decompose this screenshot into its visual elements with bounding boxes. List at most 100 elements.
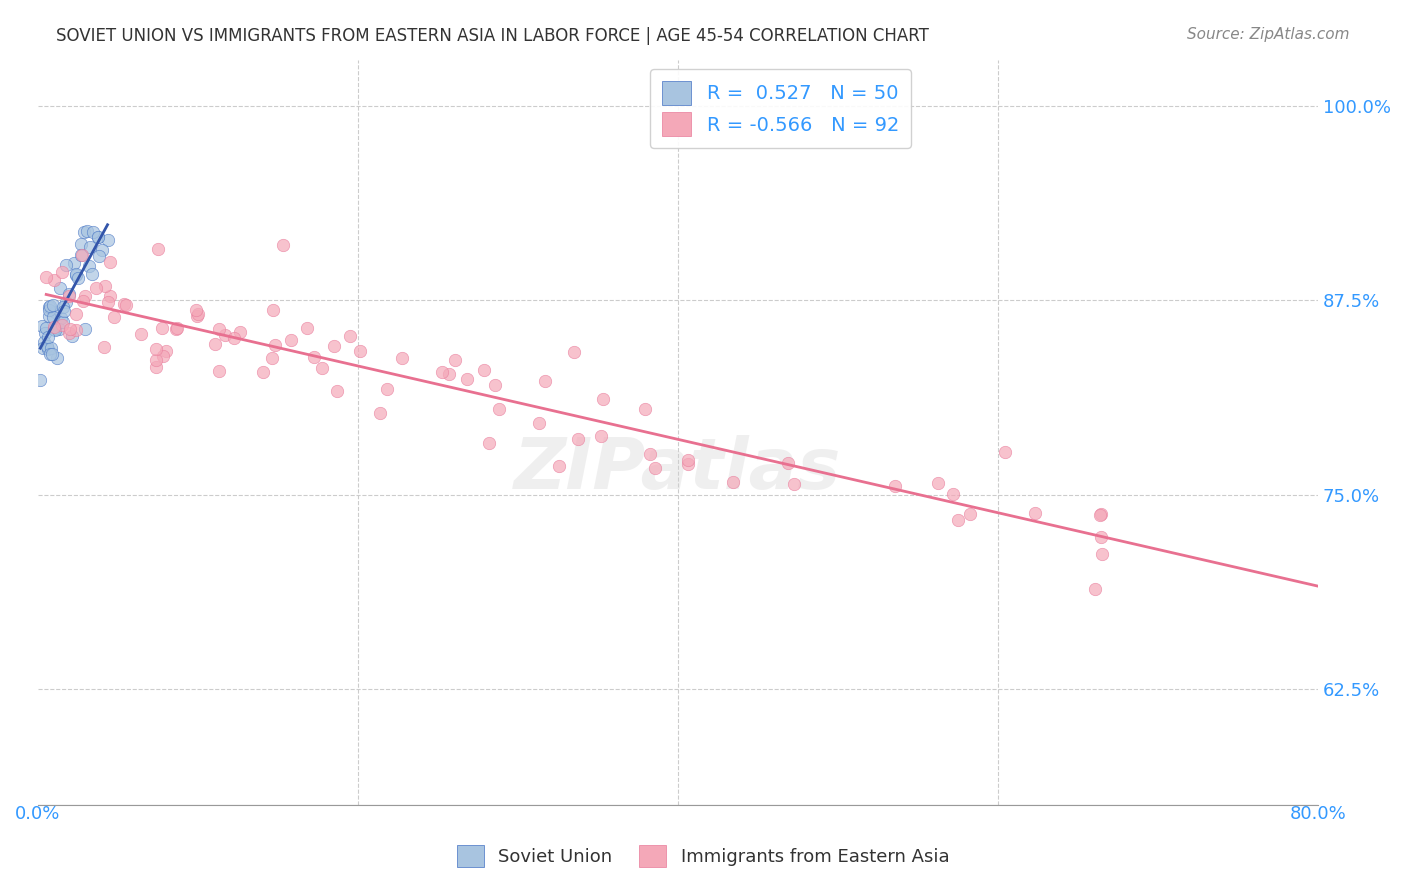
Point <box>112 297 135 311</box>
Point <box>430 365 453 379</box>
Point <box>42 273 65 287</box>
Point <box>59 321 82 335</box>
Point <box>349 343 371 358</box>
Point <box>165 322 187 336</box>
Point <box>82 225 104 239</box>
Point <box>186 310 208 324</box>
Point <box>941 487 963 501</box>
Legend: R =  0.527   N = 50, R = -0.566   N = 92: R = 0.527 N = 50, R = -0.566 N = 92 <box>650 70 911 148</box>
Point <box>80 268 103 282</box>
Point <box>295 320 318 334</box>
Point <box>31 319 53 334</box>
Point <box>38 302 60 317</box>
Point <box>262 302 284 317</box>
Point <box>567 433 589 447</box>
Point <box>145 352 167 367</box>
Point <box>39 299 62 313</box>
Point <box>634 401 657 416</box>
Point <box>79 240 101 254</box>
Point <box>52 314 75 328</box>
Point <box>155 343 177 358</box>
Point <box>48 280 70 294</box>
Point <box>145 360 167 375</box>
Point <box>927 476 949 491</box>
Point <box>534 374 557 388</box>
Point <box>472 363 495 377</box>
Point <box>32 341 55 355</box>
Point <box>98 255 121 269</box>
Text: 0.0%: 0.0% <box>15 805 60 823</box>
Point <box>77 260 100 274</box>
Point <box>37 330 59 344</box>
Point <box>152 349 174 363</box>
Point <box>187 307 209 321</box>
Point <box>959 507 981 521</box>
Point <box>1024 507 1046 521</box>
Point <box>46 351 69 365</box>
Point <box>86 230 108 244</box>
Point <box>73 225 96 239</box>
Point <box>34 326 56 340</box>
Point <box>70 248 93 262</box>
Point <box>73 322 96 336</box>
Point <box>38 301 60 315</box>
Point <box>228 326 250 340</box>
Point <box>1090 508 1112 523</box>
Point <box>35 338 58 352</box>
Point <box>478 436 501 450</box>
Point <box>41 347 63 361</box>
Point <box>35 321 58 335</box>
Point <box>55 294 77 309</box>
Point <box>488 402 510 417</box>
Point <box>72 248 94 262</box>
Point <box>58 286 80 301</box>
Point <box>63 256 86 270</box>
Point <box>375 382 398 396</box>
Point <box>644 461 666 475</box>
Point <box>51 264 73 278</box>
Point <box>1091 547 1114 561</box>
Point <box>52 300 75 314</box>
Point <box>115 298 138 312</box>
Point <box>678 458 700 472</box>
Point <box>65 268 87 282</box>
Point <box>48 322 70 336</box>
Point <box>146 242 169 256</box>
Point <box>129 326 152 341</box>
Text: 80.0%: 80.0% <box>1289 805 1347 823</box>
Point <box>208 363 231 377</box>
Point <box>103 310 125 325</box>
Point <box>484 378 506 392</box>
Point <box>42 298 65 312</box>
Point <box>214 328 236 343</box>
Point <box>562 345 585 359</box>
Point <box>51 311 73 326</box>
Point <box>96 233 118 247</box>
Point <box>58 326 80 340</box>
Point <box>44 324 66 338</box>
Point <box>65 307 87 321</box>
Point <box>67 270 90 285</box>
Point <box>76 223 98 237</box>
Point <box>38 310 60 324</box>
Point <box>86 281 108 295</box>
Point <box>87 230 110 244</box>
Point <box>150 321 173 335</box>
Point <box>946 513 969 527</box>
Point <box>51 318 73 332</box>
Point <box>87 249 110 263</box>
Point <box>166 320 188 334</box>
Point <box>252 365 274 379</box>
Point <box>65 323 87 337</box>
Point <box>883 479 905 493</box>
Point <box>1090 529 1112 543</box>
Point <box>44 320 66 334</box>
Point <box>456 372 478 386</box>
Point <box>204 337 226 351</box>
Point <box>439 367 461 381</box>
Point <box>339 328 361 343</box>
Point <box>93 279 115 293</box>
Point <box>271 238 294 252</box>
Point <box>302 351 325 365</box>
Point <box>208 321 231 335</box>
